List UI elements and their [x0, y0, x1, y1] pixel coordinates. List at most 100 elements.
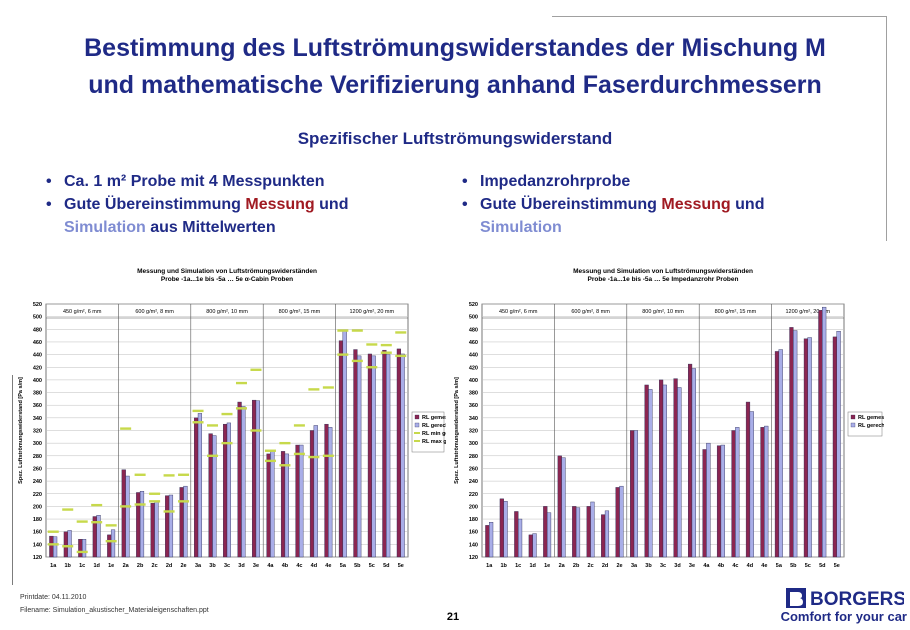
y-tick-label: 280 — [469, 454, 478, 460]
bar-calculated-3e — [691, 368, 696, 558]
y-tick-label: 380 — [469, 391, 478, 397]
marker-max-4e — [322, 386, 334, 389]
y-tick-label: 300 — [469, 441, 478, 447]
bar-calculated-5a — [342, 330, 347, 558]
group-label: 1200 g/m², 20 mm — [349, 309, 394, 315]
y-tick-label: 280 — [33, 454, 42, 460]
chart-alpha-cabin: Messung und Simulation von Luftströmungs… — [16, 262, 446, 577]
bar-measured-4d — [309, 430, 315, 558]
x-tick-label: 5c — [369, 563, 375, 569]
marker-min-4e — [322, 454, 334, 457]
x-tick-label: 4c — [732, 563, 738, 569]
bar-calculated-1e — [546, 512, 552, 558]
x-tick-label: 3c — [660, 563, 666, 569]
marker-min-1e — [105, 539, 117, 543]
bar-calculated-4b — [284, 453, 289, 558]
bar-calculated-1e — [110, 529, 116, 558]
marker-max-2e — [178, 473, 190, 476]
right-bullet-2-messung: Messung — [661, 196, 731, 213]
left-bullet-2: Gute Übereinstimmung Messung und Simulat… — [46, 193, 436, 239]
right-bullet-list: Impedanzrohrprobe Gute Übereinstimmung M… — [462, 170, 862, 239]
bar-calculated-1a — [53, 536, 58, 558]
bar-calculated-4e — [328, 427, 333, 558]
x-tick-label: 2a — [123, 563, 130, 569]
marker-min-2e — [178, 500, 190, 503]
marker-max-2d — [163, 474, 175, 477]
x-tick-label: 1d — [529, 563, 535, 569]
bar-measured-4e — [760, 427, 765, 558]
marker-min-2d — [163, 510, 175, 513]
y-axis-label: Spez. Luftströmungswiderstand [Pa s/m] — [454, 377, 460, 484]
bar-measured-4a — [266, 453, 271, 558]
marker-max-1c — [76, 520, 88, 523]
marker-min-4c — [293, 452, 305, 456]
group-label: 600 g/m², 8 mm — [135, 309, 174, 315]
marker-max-3e — [250, 368, 262, 371]
marker-max-3d — [235, 381, 247, 385]
marker-max-2c — [149, 492, 161, 495]
marker-min-1b — [62, 545, 74, 548]
legend-label: RL max gem. — [422, 439, 446, 445]
y-tick-label: 520 — [33, 302, 42, 308]
bar-measured-2d — [601, 514, 606, 558]
bar-measured-4b — [280, 451, 286, 558]
bar-calculated-4c — [299, 444, 304, 558]
bar-calculated-4e — [764, 425, 769, 558]
marker-min-3e — [250, 429, 262, 432]
logo-text: BORGERS — [810, 589, 904, 609]
x-tick-label: 3b — [209, 563, 216, 569]
side-rule — [886, 16, 887, 241]
top-rule — [552, 16, 887, 17]
bar-measured-2d — [165, 495, 170, 558]
x-tick-label: 5e — [398, 563, 404, 569]
y-tick-label: 360 — [469, 403, 478, 409]
y-tick-label: 240 — [33, 479, 42, 485]
group-label: 1200 g/m², 20 mm — [785, 309, 830, 315]
x-tick-label: 4b — [718, 563, 725, 569]
x-tick-label: 1b — [501, 563, 508, 569]
group-label: 450 g/m², 6 mm — [499, 309, 538, 315]
bar-calculated-3e — [255, 400, 260, 558]
y-tick-label: 460 — [469, 340, 478, 346]
chart-impedanzrohr: Messung und Simulation von Luftströmungs… — [452, 262, 884, 577]
bar-measured-2b — [572, 506, 577, 558]
y-tick-label: 220 — [469, 492, 478, 498]
x-tick-label: 2d — [166, 563, 172, 569]
marker-max-1e — [105, 524, 117, 527]
legend-label: RL gerechnet — [858, 423, 884, 429]
marker-min-2b — [134, 503, 146, 506]
x-tick-label: 5a — [776, 563, 783, 569]
y-tick-label: 240 — [469, 479, 478, 485]
x-tick-label: 1a — [50, 563, 57, 569]
bar-calculated-2b — [575, 507, 581, 558]
x-tick-label: 3b — [645, 563, 652, 569]
left-bullet-1: Ca. 1 m² Probe mit 4 Messpunkten — [46, 170, 436, 193]
marker-max-4a — [264, 449, 276, 452]
x-tick-label: 3c — [224, 563, 230, 569]
marker-max-3b — [207, 424, 219, 427]
y-tick-label: 480 — [469, 327, 478, 333]
bar-measured-1a — [49, 535, 54, 558]
x-tick-label: 5b — [790, 563, 797, 569]
bar-measured-2e — [179, 487, 184, 558]
y-tick-label: 180 — [33, 517, 42, 523]
marker-min-4b — [279, 464, 291, 467]
bar-calculated-5a — [778, 349, 783, 558]
left-margin-rule — [12, 375, 13, 585]
marker-max-5a — [337, 329, 349, 332]
bar-calculated-5d — [822, 306, 827, 558]
left-bullet-list: Ca. 1 m² Probe mit 4 Messpunkten Gute Üb… — [46, 170, 436, 239]
y-tick-label: 260 — [469, 466, 478, 472]
bar-calculated-1d — [96, 515, 101, 558]
x-tick-label: 1b — [65, 563, 72, 569]
x-tick-label: 1e — [544, 563, 550, 569]
legend-label: RL min gem. — [422, 431, 446, 437]
marker-max-2b — [134, 473, 146, 476]
bar-calculated-3b — [648, 389, 653, 558]
bar-calculated-4d — [313, 425, 318, 558]
bar-measured-5b — [353, 349, 358, 558]
bar-measured-3e — [251, 399, 257, 558]
footer-filename: Filename: Simulation_akustischer_Materia… — [20, 607, 209, 614]
y-tick-label: 140 — [33, 542, 42, 548]
x-tick-label: 3a — [195, 563, 202, 569]
